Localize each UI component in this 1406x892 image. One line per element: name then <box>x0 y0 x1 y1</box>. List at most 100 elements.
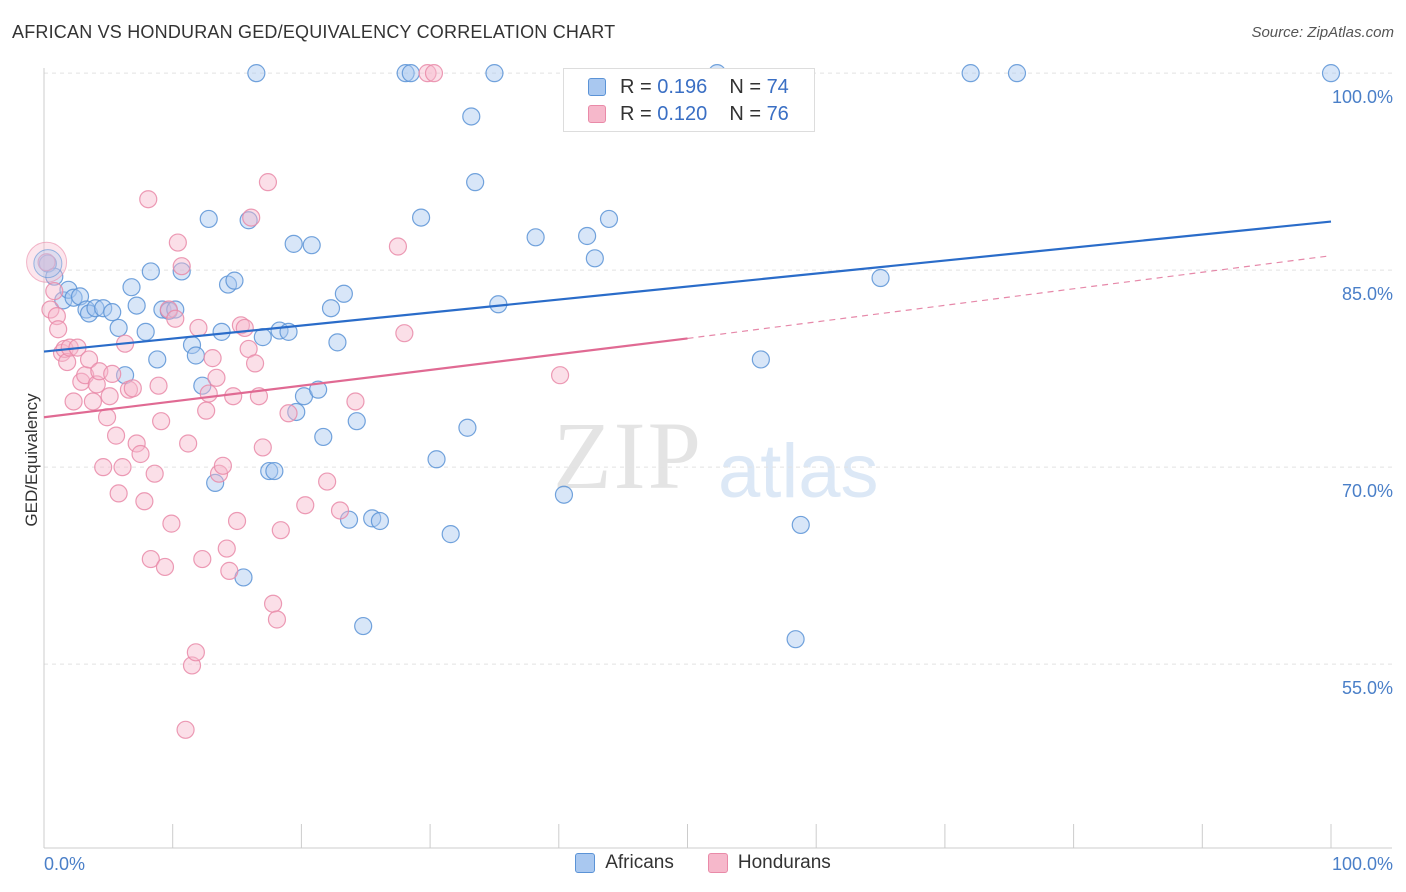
point-hondurans <box>388 237 408 256</box>
bottom-legend: Africans Hondurans <box>0 852 1406 874</box>
point-africans <box>354 616 373 636</box>
legend-row-africans: R = 0.196 N = 74 <box>588 75 789 99</box>
axis-layer <box>43 68 1392 849</box>
chart-source: Source: ZipAtlas.com <box>1251 24 1394 41</box>
point-africans <box>64 288 83 307</box>
point-hondurans <box>227 511 247 531</box>
y-tick-label: 70.0% <box>1342 481 1393 501</box>
legend-swatch-africans <box>588 78 606 96</box>
point-africans <box>314 427 333 447</box>
bottom-legend-label-hondurans: Hondurans <box>737 852 831 873</box>
point-africans <box>148 350 167 369</box>
point-hondurans <box>271 521 290 540</box>
chart-title: AFRICAN VS HONDURAN GED/EQUIVALENCY CORR… <box>12 22 616 42</box>
point-africans <box>458 418 477 437</box>
point-hondurans <box>263 594 283 613</box>
point-africans <box>186 346 205 365</box>
point-africans <box>526 228 545 247</box>
point-hondurans <box>49 320 68 339</box>
point-hondurans <box>106 426 126 445</box>
point-africans <box>287 402 306 422</box>
point-africans <box>370 511 390 531</box>
point-africans <box>411 208 431 227</box>
point-hondurans <box>203 349 222 368</box>
point-hondurans <box>127 434 146 453</box>
point-africans <box>791 515 810 535</box>
point-africans <box>599 209 619 229</box>
point-hondurans <box>47 307 66 326</box>
x-tick-label: 0.0% <box>44 854 85 874</box>
point-africans <box>260 461 279 481</box>
point-hondurans <box>162 514 181 533</box>
point-africans <box>396 64 415 83</box>
trendline-africans <box>43 220 1332 353</box>
point-africans <box>284 234 303 253</box>
legend-swatch-hondurans <box>588 105 606 123</box>
bottom-legend-swatch-hondurans <box>707 853 728 873</box>
point-hondurans <box>296 496 315 515</box>
point-hondurans <box>100 387 119 406</box>
point-hondurans <box>346 392 365 411</box>
point-hondurans <box>189 318 208 338</box>
point-hondurans <box>424 64 444 83</box>
point-hondurans <box>179 434 198 453</box>
point-africans <box>578 226 597 246</box>
point-africans <box>253 328 272 347</box>
point-hondurans <box>131 444 150 464</box>
point-africans <box>961 64 980 83</box>
point-africans <box>141 262 160 281</box>
point-hondurans <box>37 253 56 272</box>
label-layer: 55.0% 70.0% 85.0% 100.0% 0.0% 100.0% GED/Equiv… <box>22 87 1393 874</box>
point-hondurans <box>176 720 195 739</box>
legend-n-value-africans: 74 <box>766 75 789 98</box>
point-hondurans <box>79 350 99 369</box>
point-hondurans <box>418 64 437 83</box>
point-hondurans <box>45 282 64 301</box>
point-africans <box>136 322 155 341</box>
trendline-hondurans-extension <box>687 255 1332 340</box>
point-hondurans <box>94 458 113 477</box>
point-cluster-africans <box>33 249 63 279</box>
point-hondurans <box>152 412 171 431</box>
point-africans <box>871 268 890 288</box>
legend-r-label-africans: R = <box>620 75 658 98</box>
point-hondurans <box>258 173 278 192</box>
point-hondurans <box>172 257 191 276</box>
point-hondurans <box>279 404 298 423</box>
trendline-hondurans <box>43 337 688 419</box>
point-hondurans <box>267 610 287 629</box>
point-africans <box>206 473 225 492</box>
bottom-legend-label-africans: Africans <box>605 852 674 873</box>
watermark-atlas: atlas <box>718 429 879 514</box>
legend-r-value-hondurans: 0.120 <box>657 102 708 125</box>
point-hondurans <box>242 208 261 227</box>
point-hondurans <box>395 324 414 343</box>
legend-n-value-hondurans: 76 <box>766 102 789 125</box>
point-hondurans <box>245 354 265 373</box>
point-africans <box>122 278 141 297</box>
point-hondurans <box>155 557 175 577</box>
point-africans <box>265 461 284 481</box>
point-africans <box>172 262 191 281</box>
point-hondurans <box>550 366 570 385</box>
trend-layer <box>43 220 1332 419</box>
bottom-legend-hondurans: Hondurans <box>707 852 831 874</box>
point-africans <box>1007 64 1027 83</box>
point-africans <box>239 211 258 230</box>
point-hondurans <box>166 309 185 328</box>
point-africans <box>401 64 420 83</box>
legend-row-hondurans: R = 0.120 N = 76 <box>588 102 789 126</box>
legend-r-value-africans: 0.196 <box>657 75 708 98</box>
point-hondurans <box>197 401 216 420</box>
point-africans <box>585 249 604 268</box>
point-africans <box>347 412 366 431</box>
legend-n-label-hondurans: N = <box>729 102 767 125</box>
point-africans <box>328 333 347 352</box>
point-africans <box>321 299 341 318</box>
points-layer <box>26 64 1341 739</box>
point-hondurans <box>199 384 218 403</box>
point-hondurans <box>41 300 60 319</box>
point-hondurans <box>149 376 168 395</box>
point-africans <box>466 173 485 192</box>
